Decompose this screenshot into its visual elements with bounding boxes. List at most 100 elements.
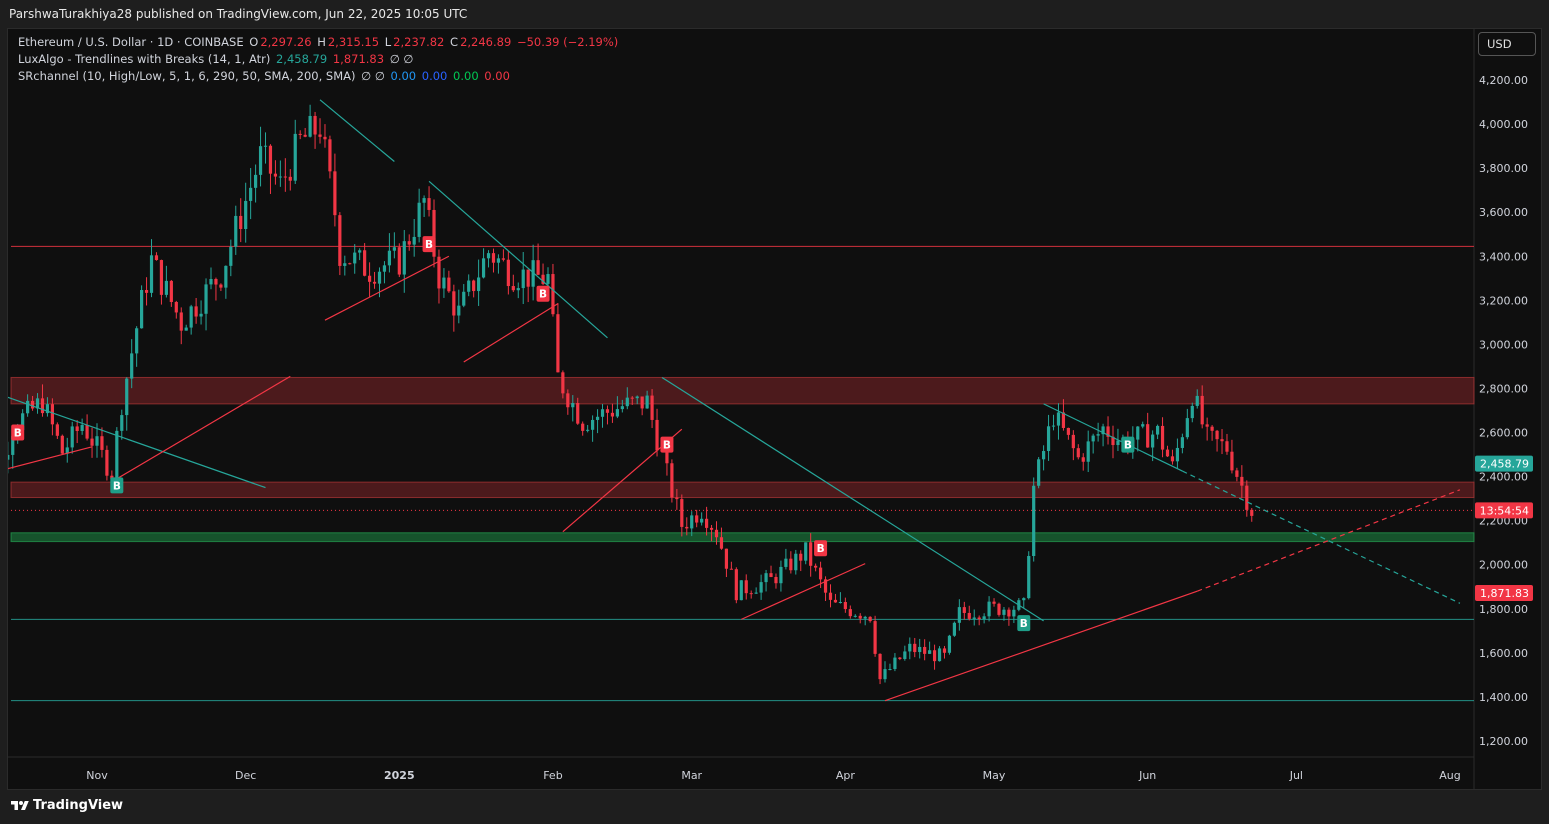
candle-body <box>610 412 615 417</box>
candle-body <box>55 424 59 436</box>
y-tick-label: 1,600.00 <box>1479 647 1528 660</box>
trendline <box>1043 403 1183 472</box>
legend-close: 2,246.89 <box>460 35 512 49</box>
candle-body <box>799 553 803 561</box>
candle-body <box>194 306 198 317</box>
candle-body <box>1245 485 1249 510</box>
candle-body <box>457 305 461 316</box>
resistance-zone <box>10 481 1475 499</box>
candle-body <box>234 215 238 247</box>
candle-body <box>298 133 302 135</box>
candle-body <box>100 436 104 450</box>
candle-body <box>1091 435 1095 442</box>
candle-body <box>392 247 396 251</box>
y-tick-label: 2,400.00 <box>1479 471 1528 484</box>
candle-body <box>685 526 689 529</box>
candle-body <box>848 609 852 617</box>
candle-body <box>432 209 436 257</box>
break-marker <box>1121 436 1135 453</box>
candle-body <box>739 580 743 601</box>
candle-body <box>120 415 124 431</box>
candle-body <box>595 416 600 420</box>
break-marker-label: B <box>1020 618 1028 630</box>
candle-body <box>382 265 387 272</box>
x-tick-label: Dec <box>235 769 256 782</box>
candle-body <box>1240 476 1244 486</box>
candle-body <box>1007 609 1011 617</box>
candle-body <box>229 246 233 266</box>
candle-body <box>516 288 520 291</box>
trendline <box>428 180 608 339</box>
candle-body <box>481 258 486 278</box>
candle-body <box>1165 449 1170 457</box>
candle-body <box>605 409 610 413</box>
break-marker <box>814 540 828 557</box>
legend-indicator1-upper: 2,458.79 <box>275 52 328 66</box>
legend-indicator2-name[interactable]: SRchannel (10, High/Low, 5, 1, 6, 290, 5… <box>18 69 356 83</box>
candle-body <box>1210 426 1214 431</box>
candle-body <box>729 568 733 570</box>
candle-body <box>363 250 367 276</box>
candle-body <box>1056 412 1061 426</box>
candle-body <box>328 139 332 172</box>
candle-body <box>1220 439 1224 442</box>
legend-low: 2,237.82 <box>393 35 445 49</box>
currency-button[interactable]: USD <box>1478 32 1536 56</box>
candle-body <box>680 499 684 527</box>
candle-body <box>169 280 173 302</box>
legend-symbol[interactable]: Ethereum / U.S. Dollar · 1D · COINBASE <box>18 35 244 49</box>
price-chart[interactable]: B B B B B B B B 4,200.00 4,000.00 3,800.00 3,600.00… <box>8 29 1541 789</box>
candle-body <box>591 419 595 430</box>
candle-body <box>1180 437 1184 448</box>
candle-body <box>115 430 119 480</box>
candle-body <box>135 328 139 354</box>
candle-body <box>1076 448 1080 458</box>
candle-body <box>918 646 922 653</box>
chart-legend: Ethereum / U.S. Dollar · 1D · COINBASE O… <box>18 34 620 85</box>
x-tick-label: Jun <box>1138 769 1156 782</box>
candle-body <box>249 187 253 201</box>
trendline <box>324 255 450 321</box>
candle-body <box>35 398 40 409</box>
candle-body <box>184 327 188 331</box>
candle-body <box>174 301 178 313</box>
candle-body <box>992 601 996 604</box>
break-marker-label: B <box>663 440 671 452</box>
trendline <box>8 446 93 470</box>
break-marker <box>11 424 25 441</box>
candle-body <box>566 393 570 408</box>
chart-frame[interactable]: B B B B B B B B 4,200.00 4,000.00 3,800.00 3,600.00… <box>7 28 1542 790</box>
candle-body <box>1151 434 1155 448</box>
price-badge-label: 13:54:54 <box>1480 504 1529 517</box>
candle-body <box>1200 395 1204 425</box>
candle-body <box>997 603 1001 615</box>
candle-body <box>823 579 828 593</box>
candle-body <box>1032 485 1036 557</box>
candle-body <box>779 566 783 584</box>
candle-body <box>1096 434 1100 436</box>
break-marker-label: B <box>425 239 433 251</box>
legend-indicator1-name[interactable]: LuxAlgo - Trendlines with Breaks (14, 1,… <box>18 52 271 66</box>
candle-body <box>462 291 466 306</box>
candle-body <box>615 409 619 417</box>
break-marker-label: B <box>113 480 121 492</box>
candle-body <box>675 497 679 500</box>
candle-body <box>719 537 724 549</box>
candle-body <box>789 558 793 571</box>
candle-body <box>704 518 709 528</box>
candle-body <box>843 601 847 610</box>
candle-body <box>149 255 154 293</box>
candle-body <box>1042 451 1046 460</box>
candle-body <box>947 635 952 653</box>
candle-body <box>397 247 401 275</box>
candle-body <box>377 271 382 284</box>
candle-body <box>164 280 168 295</box>
candle-body <box>313 115 317 135</box>
candle-body <box>541 274 545 284</box>
candle-body <box>417 202 421 237</box>
candle-body <box>1081 457 1085 462</box>
trendline <box>319 99 395 162</box>
candle-body <box>754 592 758 594</box>
legend-indicator1-row: LuxAlgo - Trendlines with Breaks (14, 1,… <box>18 51 620 68</box>
candle-body <box>883 669 887 680</box>
